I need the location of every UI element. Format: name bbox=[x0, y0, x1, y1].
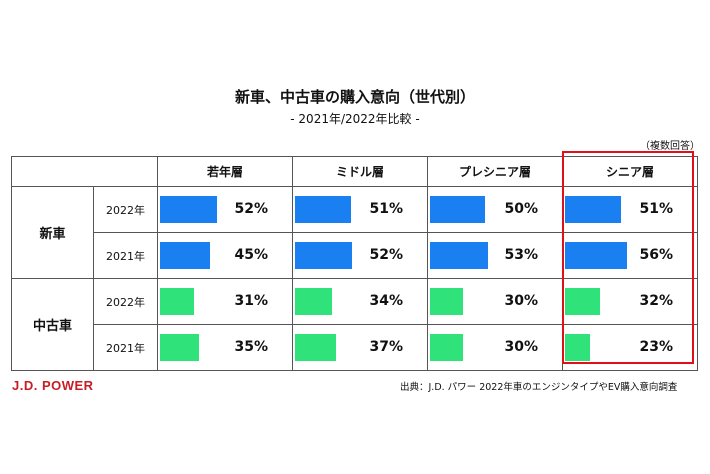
value-label: 37% bbox=[369, 339, 403, 355]
value-cell: 30% bbox=[427, 324, 563, 371]
value-label: 30% bbox=[504, 293, 538, 309]
bar bbox=[430, 242, 488, 269]
year-label: 2021年 bbox=[93, 324, 158, 371]
bar bbox=[565, 334, 590, 361]
value-cell: 52% bbox=[292, 232, 428, 279]
bar bbox=[565, 196, 621, 223]
bar bbox=[295, 334, 336, 361]
value-cell: 56% bbox=[562, 232, 698, 279]
value-cell: 37% bbox=[292, 324, 428, 371]
group-label-new-car: 新車 bbox=[11, 186, 94, 279]
value-label: 32% bbox=[639, 293, 673, 309]
value-label: 30% bbox=[504, 339, 538, 355]
bar bbox=[295, 288, 332, 315]
value-label: 52% bbox=[234, 201, 268, 217]
value-label: 51% bbox=[639, 201, 673, 217]
bar bbox=[430, 334, 463, 361]
purchase-intent-table: 若年層 ミドル層 プレシニア層 シニア層 新車 2022年 52% 51% 50… bbox=[11, 156, 698, 371]
chart-title: 新車、中古車の購入意向（世代別） bbox=[234, 88, 475, 106]
value-label: 34% bbox=[369, 293, 403, 309]
year-label: 2022年 bbox=[93, 186, 158, 233]
value-cell: 35% bbox=[157, 324, 293, 371]
bar bbox=[565, 288, 600, 315]
bar bbox=[160, 242, 210, 269]
bar bbox=[160, 288, 194, 315]
corner-cell bbox=[11, 156, 158, 187]
bar bbox=[160, 196, 217, 223]
value-label: 31% bbox=[234, 293, 268, 309]
value-cell: 31% bbox=[157, 278, 293, 325]
column-header-middle: ミドル層 bbox=[292, 156, 428, 187]
chart-subtitle: - 2021年/2022年比較 - bbox=[290, 112, 420, 126]
value-cell: 50% bbox=[427, 186, 563, 233]
bar bbox=[430, 196, 485, 223]
value-label: 52% bbox=[369, 247, 403, 263]
value-label: 23% bbox=[639, 339, 673, 355]
group-label-used-car: 中古車 bbox=[11, 278, 94, 371]
value-label: 45% bbox=[234, 247, 268, 263]
value-cell: 45% bbox=[157, 232, 293, 279]
value-cell: 52% bbox=[157, 186, 293, 233]
column-header-presenior: プレシニア層 bbox=[427, 156, 563, 187]
value-cell: 51% bbox=[292, 186, 428, 233]
bar bbox=[565, 242, 627, 269]
bar bbox=[430, 288, 463, 315]
value-cell: 32% bbox=[562, 278, 698, 325]
bar bbox=[295, 242, 352, 269]
year-label: 2021年 bbox=[93, 232, 158, 279]
bar bbox=[160, 334, 199, 361]
value-label: 51% bbox=[369, 201, 403, 217]
jd-power-logo: J.D. POWER bbox=[12, 378, 94, 393]
value-label: 56% bbox=[639, 247, 673, 263]
value-label: 50% bbox=[504, 201, 538, 217]
value-label: 35% bbox=[234, 339, 268, 355]
value-label: 53% bbox=[504, 247, 538, 263]
value-cell: 30% bbox=[427, 278, 563, 325]
column-header-young: 若年層 bbox=[157, 156, 293, 187]
senior-column-highlight bbox=[562, 151, 694, 364]
value-cell: 53% bbox=[427, 232, 563, 279]
multiple-answer-note: （複数回答） bbox=[640, 141, 700, 152]
year-label: 2022年 bbox=[93, 278, 158, 325]
value-cell: 34% bbox=[292, 278, 428, 325]
bar bbox=[295, 196, 351, 223]
source-note: 出典：J.D. パワー 2022年車のエンジンタイプやEV購入意向調査 bbox=[400, 382, 678, 393]
